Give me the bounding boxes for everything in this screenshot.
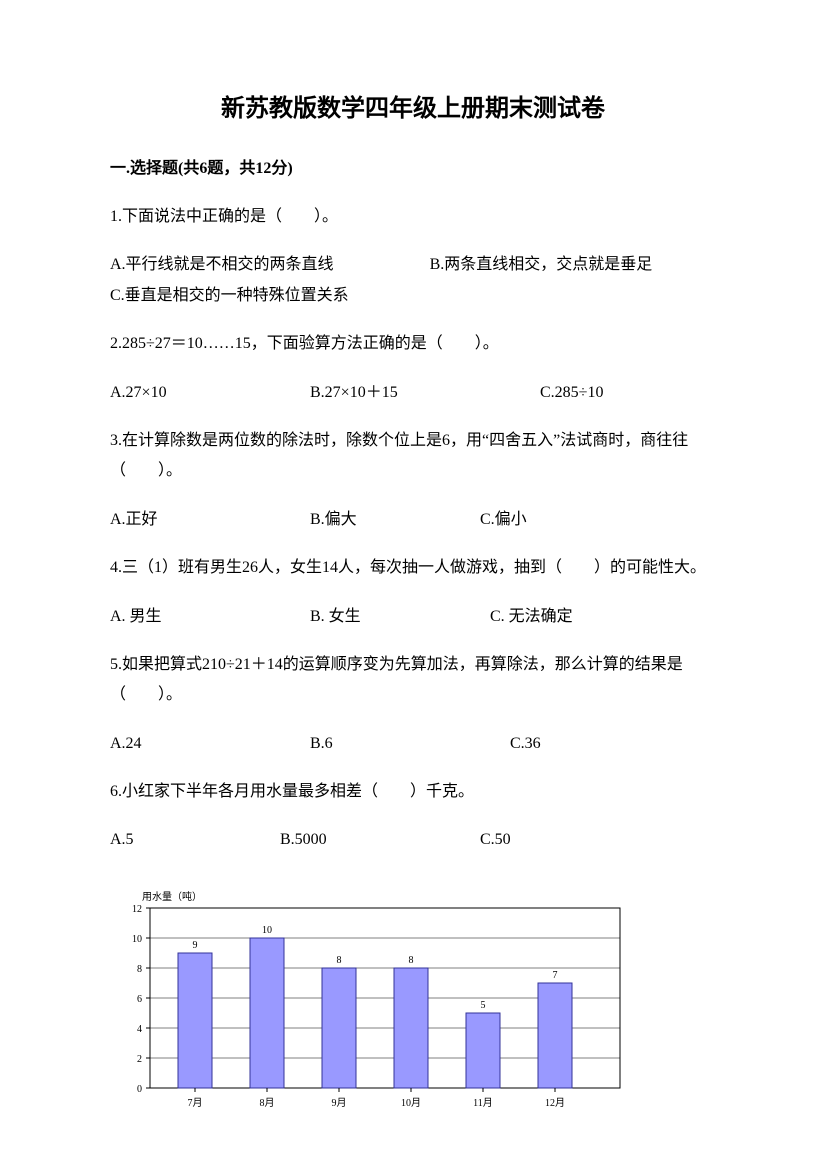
svg-text:0: 0 <box>137 1084 142 1095</box>
svg-text:8: 8 <box>337 955 342 966</box>
question-3-options: A.正好 B.偏大 C.偏小 <box>110 505 716 535</box>
q1-optC: C.垂直是相交的一种特殊位置关系 <box>110 287 349 304</box>
svg-text:4: 4 <box>137 1024 142 1035</box>
q4-optA: A. 男生 <box>110 602 310 632</box>
q2-optA: A.27×10 <box>110 378 310 408</box>
q5-optA: A.24 <box>110 729 310 759</box>
question-1-stem: 1.下面说法中正确的是（ ）。 <box>110 202 716 232</box>
q3-optA: A.正好 <box>110 505 310 535</box>
svg-text:8: 8 <box>137 964 142 975</box>
q6-optA: A.5 <box>110 825 280 855</box>
question-4-options: A. 男生 B. 女生 C. 无法确定 <box>110 602 716 632</box>
q3-optC: C.偏小 <box>480 505 527 535</box>
svg-text:10: 10 <box>132 934 142 945</box>
question-6-stem: 6.小红家下半年各月用水量最多相差（ ）千克。 <box>110 777 716 807</box>
question-1-options: A.平行线就是不相交的两条直线 B.两条直线相交，交点就是垂足 C.垂直是相交的… <box>110 250 716 311</box>
q1-optA: A.平行线就是不相交的两条直线 <box>110 256 334 273</box>
q5-optB: B.6 <box>310 729 510 759</box>
water-usage-chart: 用水量（吨） 0 2 4 6 8 10 12 9 7月 10 8月 8 9月 8 10月 5 11月 7 12月 <box>110 886 716 1145</box>
q4-optB: B. 女生 <box>310 602 490 632</box>
question-2-options: A.27×10 B.27×10＋15 C.285÷10 <box>110 378 716 408</box>
page-title: 新苏教版数学四年级上册期末测试卷 <box>110 90 716 128</box>
q6-optC: C.50 <box>480 825 511 855</box>
svg-text:9: 9 <box>193 940 198 951</box>
q3-optB: B.偏大 <box>310 505 480 535</box>
section-header: 一.选择题(共6题，共12分) <box>110 156 716 182</box>
svg-text:8: 8 <box>409 955 414 966</box>
svg-text:5: 5 <box>481 1000 486 1011</box>
question-3-stem: 3.在计算除数是两位数的除法时，除数个位上是6，用“四舍五入”法试商时，商往往（… <box>110 426 716 487</box>
svg-text:7: 7 <box>553 970 558 981</box>
question-6-options: A.5 B.5000 C.50 <box>110 825 716 855</box>
q4-optC: C. 无法确定 <box>490 602 573 632</box>
q2-optC: C.285÷10 <box>540 378 603 408</box>
svg-text:8月: 8月 <box>260 1097 275 1109</box>
question-4-stem: 4.三（1）班有男生26人，女生14人，每次抽一人做游戏，抽到（ ）的可能性大。 <box>110 553 716 583</box>
svg-text:2: 2 <box>137 1054 142 1065</box>
svg-text:6: 6 <box>137 994 142 1005</box>
svg-text:12: 12 <box>132 904 142 915</box>
question-2-stem: 2.285÷27＝10……15，下面验算方法正确的是（ ）。 <box>110 329 716 359</box>
svg-text:9月: 9月 <box>332 1097 347 1109</box>
svg-text:10: 10 <box>262 925 272 936</box>
q6-optB: B.5000 <box>280 825 480 855</box>
q1-optB: B.两条直线相交，交点就是垂足 <box>430 256 653 273</box>
question-5-options: A.24 B.6 C.36 <box>110 729 716 759</box>
q2-optB: B.27×10＋15 <box>310 378 540 408</box>
svg-text:用水量（吨）: 用水量（吨） <box>142 890 202 903</box>
q5-optC: C.36 <box>510 729 541 759</box>
svg-text:10月: 10月 <box>401 1097 421 1109</box>
question-5-stem: 5.如果把算式210÷21＋14的运算顺序变为先算加法，再算除法，那么计算的结果… <box>110 650 716 711</box>
svg-text:12月: 12月 <box>545 1097 565 1109</box>
svg-text:11月: 11月 <box>473 1097 493 1109</box>
svg-text:7月: 7月 <box>188 1097 203 1109</box>
